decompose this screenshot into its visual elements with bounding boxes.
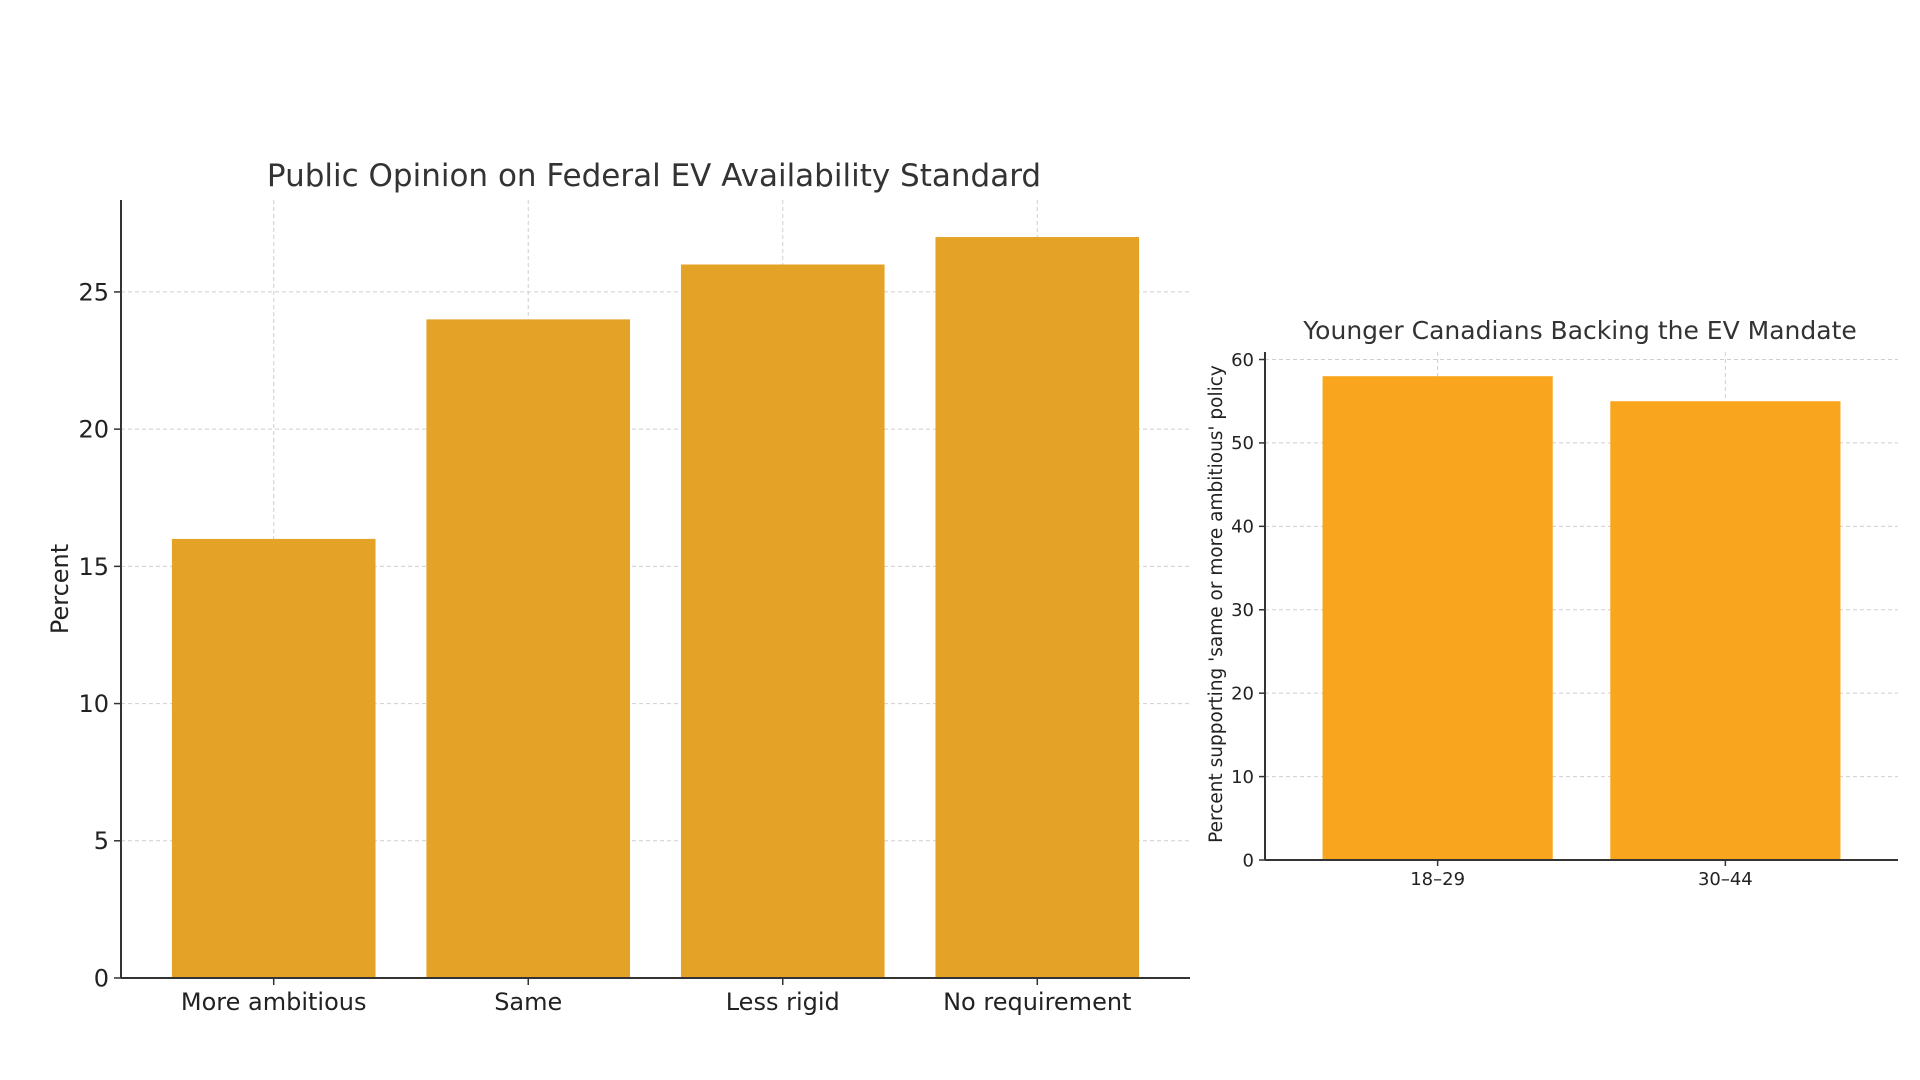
- x-tick-label: Same: [494, 988, 562, 1016]
- y-tick-label: 60: [1231, 350, 1254, 371]
- x-tick-label: More ambitious: [181, 988, 367, 1016]
- y-tick-label: 25: [78, 278, 109, 306]
- y-ticks: 0 10 20 30 40 50 60: [1231, 350, 1265, 871]
- y-tick-label: 10: [78, 690, 109, 718]
- bars: [171, 237, 1140, 979]
- y-tick-label: 10: [1231, 767, 1254, 788]
- y-axis-label: Percent supporting 'same or more ambitio…: [1206, 365, 1227, 843]
- y-tick-label: 0: [1243, 850, 1254, 871]
- y-tick-label: 20: [1231, 683, 1254, 704]
- y-tick-label: 0: [94, 964, 109, 992]
- opinion-chart: Public Opinion on Federal EV Availabilit…: [46, 158, 1190, 1016]
- y-tick-label: 20: [78, 416, 109, 444]
- chart-title: Younger Canadians Backing the EV Mandate: [1302, 316, 1857, 345]
- y-tick-label: 5: [94, 827, 109, 855]
- bars: [1322, 376, 1841, 860]
- younger-canadians-chart: Younger Canadians Backing the EV Mandate…: [1206, 316, 1898, 890]
- x-tick-label: 18–29: [1410, 869, 1465, 890]
- bar: [171, 538, 376, 978]
- x-tick-label: 30–44: [1698, 869, 1753, 890]
- x-tick-label: Less rigid: [726, 988, 840, 1016]
- bar: [1322, 376, 1553, 860]
- y-tick-label: 40: [1231, 517, 1254, 538]
- y-axis-label: Percent: [46, 544, 74, 634]
- x-ticks: More ambitious Same Less rigid No requireme…: [181, 978, 1131, 1016]
- y-tick-label: 30: [1231, 600, 1254, 621]
- bar: [1610, 401, 1841, 860]
- bar: [680, 264, 885, 978]
- y-tick-label: 15: [78, 553, 109, 581]
- x-ticks: 18–29 30–44: [1410, 860, 1753, 890]
- bar: [426, 319, 631, 978]
- x-tick-label: No requirement: [943, 988, 1131, 1016]
- chart-title: Public Opinion on Federal EV Availabilit…: [267, 158, 1041, 194]
- bar: [935, 237, 1140, 979]
- y-tick-label: 50: [1231, 433, 1254, 454]
- y-ticks: 0 5 10 15 20 25: [78, 278, 121, 992]
